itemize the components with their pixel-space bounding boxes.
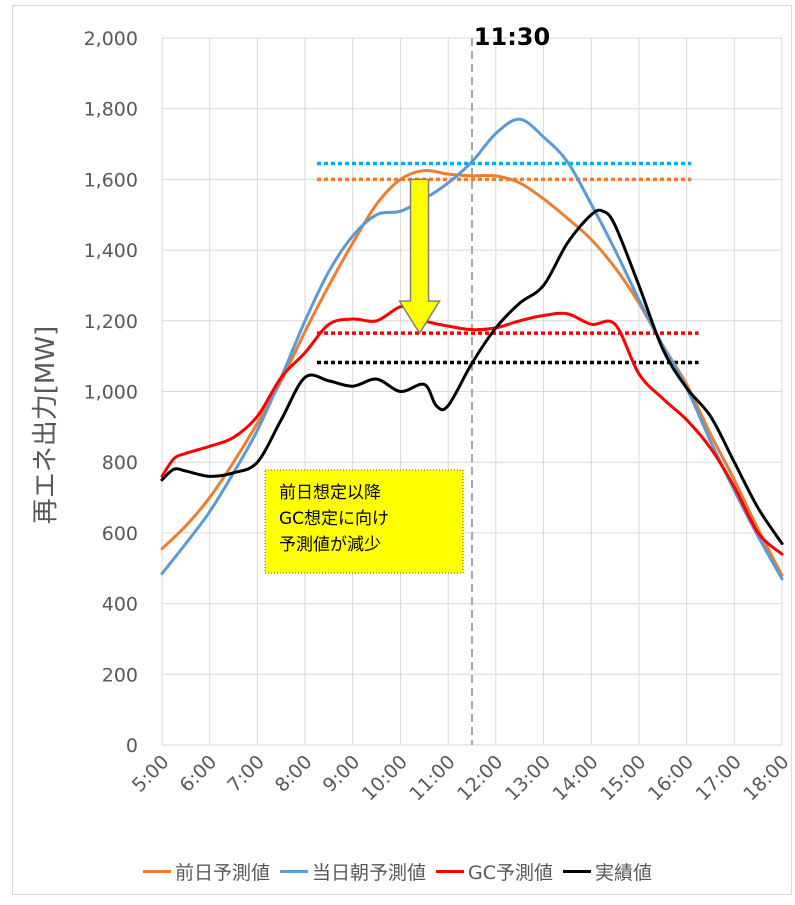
series-line-1 [160,168,784,577]
legend-label: GC予測値 [468,861,553,884]
legend-swatch [279,869,308,873]
y-tick-label: 1,600 [84,169,138,191]
grid [161,37,783,746]
legend-item: 当日朝予測値 [279,858,426,885]
legend-swatch [563,869,591,873]
legend-label: 当日朝予測値 [311,861,426,884]
x-tick-label: 11:00 [405,751,459,805]
down-arrow [398,178,441,335]
y-tick-label: 600 [102,523,138,545]
series-lines [160,117,784,581]
x-tick-label: 18:00 [739,751,793,805]
legend-item: GC予測値 [436,858,553,885]
y-tick-label: 0 [126,735,138,757]
x-tick-label: 6:00 [175,751,221,797]
y-axis-ticks: 0 200 400 600 800 1,000 1,200 1,400 1,600 1,800 2,… [84,28,138,757]
x-tick-label: 8:00 [271,751,317,797]
x-tick-label: 14:00 [548,751,602,805]
x-axis-ticks: 5:00 6:00 7:00 8:00 9:0010:0011:0012:0013:00… [128,751,794,805]
y-tick-label: 1,400 [84,240,138,262]
legend-item: 前日予測値 [142,858,270,885]
arrow-shape [398,178,441,335]
y-tick-label: 1,800 [84,99,138,121]
legend: 前日予測値 当日朝予測値 GC予測値 実績値 [0,855,795,887]
vertical-marker-label: 11:30 [474,23,550,51]
reference-lines [317,161,699,365]
callout-line: GC想定に向け [279,509,389,529]
legend-swatch [436,869,464,873]
x-tick-label: 16:00 [644,751,698,805]
callout-rect [264,469,464,574]
y-tick-label: 200 [102,664,138,686]
legend-swatch [142,869,171,873]
x-tick-label: 15:00 [596,751,650,805]
legend-label: 前日予測値 [174,861,270,884]
x-tick-label: 12:00 [453,751,507,805]
series-line-2 [160,117,784,581]
y-tick-label: 400 [102,594,138,616]
vertical-marker: 11:30 [471,23,550,745]
series-line-4 [160,208,784,546]
callout-line: 前日想定以降 [279,483,381,503]
legend-item: 実績値 [563,858,652,885]
callout-line: 予測値が減少 [279,535,381,555]
y-axis-label: 再エネ出力[MW] [31,326,61,524]
x-tick-label: 17:00 [692,751,746,805]
chart-frame [12,5,792,895]
x-tick-label: 10:00 [358,751,412,805]
y-tick-label: 2,000 [84,28,138,50]
y-tick-label: 1,200 [84,311,138,333]
x-tick-label: 13:00 [501,751,555,805]
y-tick-label: 800 [102,452,138,474]
series-line-3 [160,305,784,556]
x-tick-label: 5:00 [128,751,174,797]
legend-label: 実績値 [595,861,653,884]
x-tick-label: 7:00 [223,751,269,797]
y-tick-label: 1,000 [84,382,138,404]
